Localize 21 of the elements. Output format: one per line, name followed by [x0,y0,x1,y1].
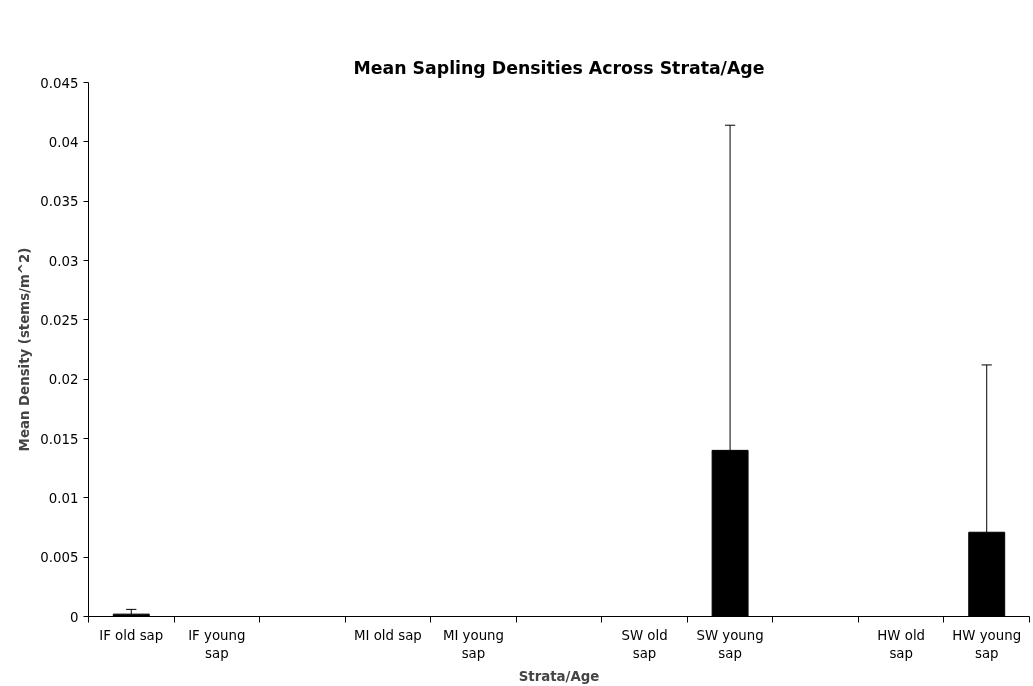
y-tick-label: 0.04 [48,134,79,150]
x-axis-title: Strata/Age [518,668,600,684]
y-tick-label: 0.03 [48,253,79,269]
x-tick-label: MI old sap [354,627,422,643]
chart-title: Mean Sapling Densities Across Strata/Age [353,57,765,78]
x-tick-label: HW young sap [952,627,1022,661]
y-tick-label: 0 [70,609,79,625]
y-tick-label: 0.045 [40,75,79,91]
y-tick-label: 0.035 [40,194,79,210]
y-tick-label: 0.01 [48,490,79,506]
x-tick-label: SW old sap [621,627,668,661]
x-tick-label: IF young sap [188,627,246,661]
y-tick-label: 0.025 [40,312,79,328]
y-tick-label: 0.005 [40,550,79,566]
y-axis-title: Mean Density (stems/m^2) [17,247,33,452]
x-tick-label: SW young sap [696,627,764,661]
y-tick-label: 0.02 [48,372,79,388]
x-tick-label: IF old sap [99,627,164,643]
y-tick-label: 0.015 [40,431,79,447]
x-tick-label: MI young sap [442,627,504,661]
x-tick-label: HW old sap [877,627,926,661]
